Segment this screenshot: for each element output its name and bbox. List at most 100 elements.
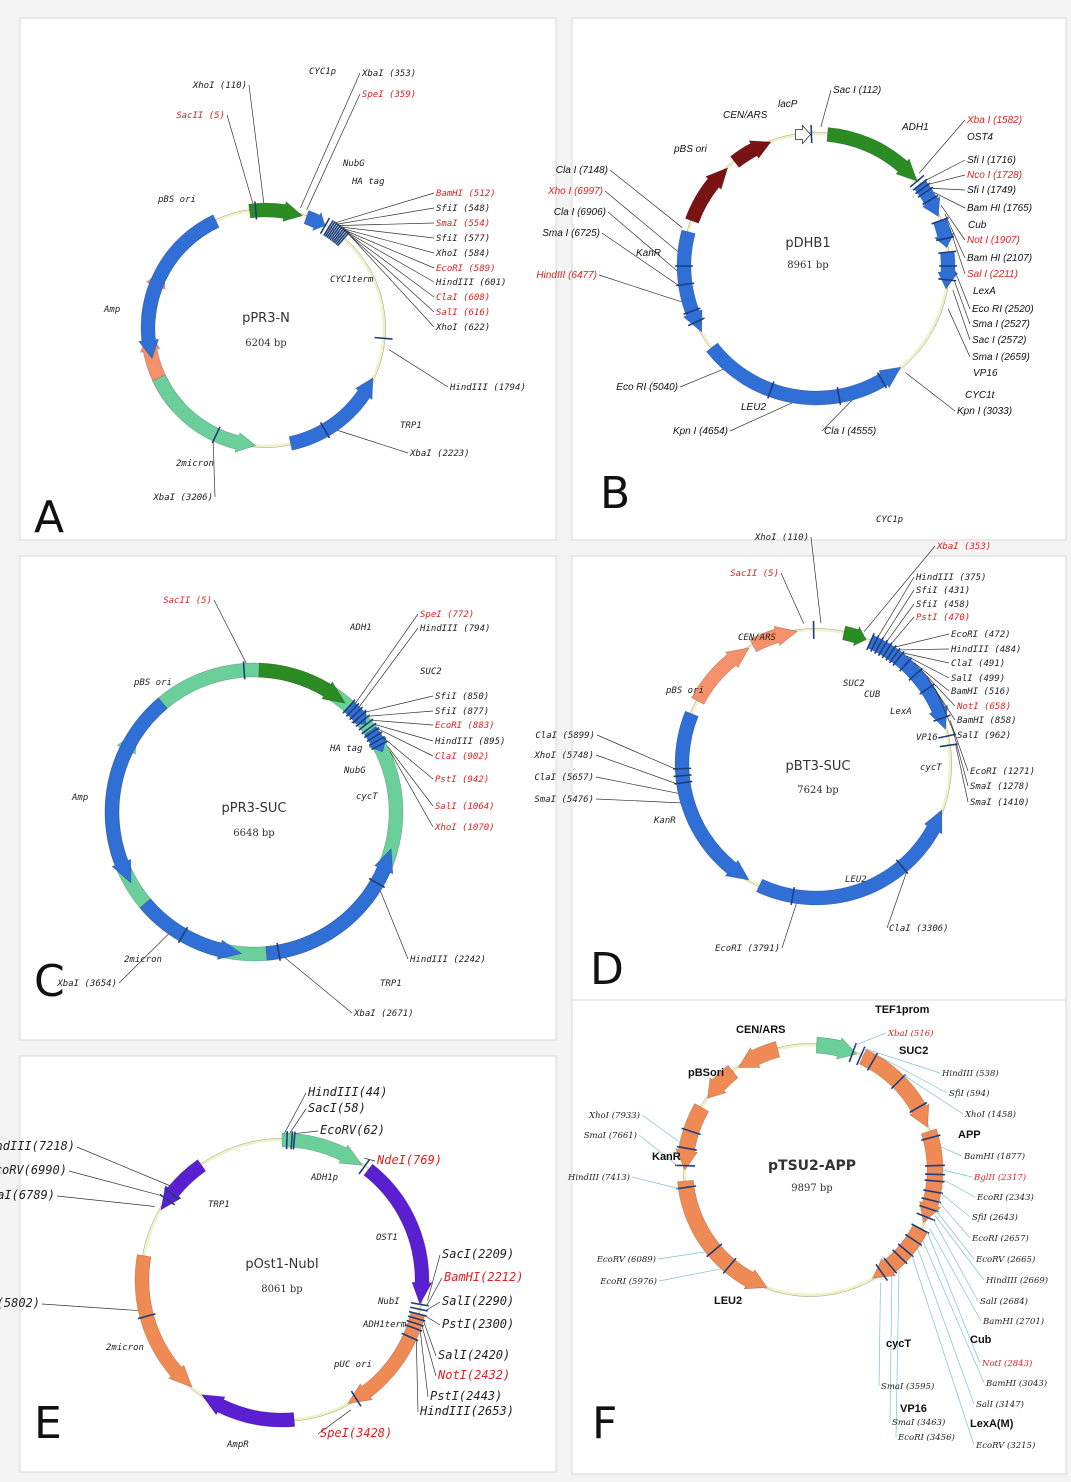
site-leader-line — [917, 1248, 975, 1405]
site-tick — [895, 859, 909, 875]
panel-b: Sac I (112) Xba I (1582) Sfi I (1716) Nco I… — [536, 17, 1067, 541]
site-leader-line — [56, 1195, 155, 1207]
site-tick — [333, 228, 347, 244]
site-leader-line — [876, 1054, 948, 1094]
feature-label-cyc1p: CYC1p — [309, 67, 336, 77]
site-label-sfii-594: SfiI (594) — [949, 1088, 989, 1099]
site-label-kpn-i-3033: Kpn I (3033) — [957, 406, 1012, 417]
panel-letter: D — [590, 944, 624, 995]
site-leader-line — [341, 227, 435, 254]
feature-label-trp1: TRP1 — [380, 979, 402, 989]
site-leader-line — [422, 1320, 437, 1357]
site-leader-line — [601, 232, 679, 286]
site-tick — [324, 221, 336, 238]
site-tick — [938, 278, 957, 282]
site-label-hindiii-601: HindIII (601) — [435, 278, 506, 288]
site-leader-line — [595, 754, 677, 784]
site-leader-line — [382, 737, 434, 780]
site-label-bam-hi-1765: Bam HI (1765) — [967, 203, 1032, 214]
site-label-xhoi-1458: XhoI (1458) — [964, 1109, 1016, 1120]
site-label-not-i-1907: Not I (1907) — [967, 235, 1020, 246]
site-leader-line — [368, 710, 434, 717]
plasmid-name: pPR3-N — [242, 311, 290, 326]
site-label-ecorv-6089: EcoRV (6089) — [596, 1254, 656, 1265]
site-tick — [673, 767, 692, 770]
site-tick — [920, 1134, 941, 1142]
site-tick — [404, 1324, 423, 1332]
site-label-ecorv-6990: EcoRV(6990) — [0, 1163, 67, 1177]
site-label-sfii-458: SfiI (458) — [916, 600, 970, 610]
site-label-hindiii-7218: HindIII(7218) — [0, 1139, 75, 1153]
site-label-xhoi-110: XhoI (110) — [754, 533, 809, 543]
site-leader-line — [355, 613, 419, 704]
site-leader-line — [248, 84, 265, 204]
feature-arrow — [160, 1159, 207, 1211]
site-tick — [329, 224, 342, 241]
site-tick — [885, 645, 897, 661]
feature-label-ost4: OST4 — [967, 132, 994, 143]
site-label-sfi-i-1749: Sfi I (1749) — [967, 185, 1016, 196]
panel-frame — [19, 1055, 557, 1473]
site-tick — [931, 217, 949, 225]
site-label-ecori-3456: EcoRI (3456) — [897, 1432, 955, 1443]
site-label-xbai-3654: XbaI (3654) — [56, 979, 117, 989]
panel-letter: F — [592, 1398, 617, 1449]
site-tick — [904, 1233, 923, 1247]
site-tick — [909, 1101, 928, 1114]
site-tick — [919, 683, 935, 695]
site-label-ecori-1271: EcoRI (1271) — [970, 767, 1035, 777]
site-label-sfii-577: SfiI (577) — [436, 234, 490, 244]
site-tick — [933, 714, 951, 722]
feature-label-cen-ars: CEN/ARS — [738, 633, 777, 643]
site-label-sfii-850: SfiI (850) — [435, 692, 489, 702]
feature-label-pbs-ori: pBS ori — [133, 678, 172, 688]
feature-label-cub: CUB — [864, 690, 881, 700]
site-label-sma-i-6725: Sma I (6725) — [542, 228, 600, 239]
site-leader-line — [781, 903, 797, 949]
feature-label-app: APP — [958, 1129, 981, 1141]
site-tick — [177, 926, 189, 944]
site-label-hindiii-2669: HindIII (2669) — [985, 1275, 1048, 1286]
site-label-spei-772: SpeI (772) — [420, 610, 474, 620]
site-label-xhoi-5748: XhoI (5748) — [533, 751, 594, 761]
site-tick — [332, 227, 345, 243]
site-leader-line — [780, 572, 805, 624]
feature-label-suc2: SUC2 — [899, 1045, 928, 1057]
site-label-clai-608: ClaI (608) — [436, 293, 490, 303]
site-tick — [939, 743, 958, 748]
site-tick — [936, 235, 955, 242]
site-tick — [326, 222, 338, 239]
site-label-ecorv-62: EcoRV(62) — [320, 1123, 385, 1137]
site-label-kpn-i-4654: Kpn I (4654) — [673, 426, 728, 437]
feature-label-2micron: 2micron — [106, 1343, 144, 1353]
site-leader-line — [419, 1330, 429, 1398]
site-leader-line — [889, 1274, 893, 1423]
feature-label-kanr: KanR — [636, 248, 661, 259]
feature-label-suc2: SUC2 — [843, 679, 865, 689]
site-tick — [211, 426, 221, 444]
site-label-ecorv-3215: EcoRV (3215) — [975, 1440, 1035, 1451]
feature-label-amp: Amp — [103, 305, 120, 315]
site-leader-line — [41, 1303, 139, 1311]
site-label-sali-1064: SalI (1064) — [435, 802, 495, 812]
panel-letter: C — [34, 956, 65, 1007]
site-tick — [683, 307, 701, 315]
site-label-ecorv-2665: EcoRV (2665) — [975, 1254, 1035, 1265]
site-leader-line — [289, 1108, 307, 1134]
site-leader-line — [922, 1240, 985, 1384]
site-leader-line — [940, 1146, 963, 1157]
site-leader-line — [810, 536, 822, 624]
site-leader-line — [886, 871, 907, 929]
site-label-ecori-2343: EcoRI (2343) — [976, 1192, 1034, 1203]
site-leader-line — [317, 1409, 352, 1435]
site-tick — [254, 201, 258, 220]
site-label-eco-ri-2520: Eco RI (2520) — [972, 304, 1034, 315]
panel-letter: A — [34, 492, 64, 543]
site-leader-line — [641, 1114, 681, 1143]
feature-label-vp16: VP16 — [900, 1403, 927, 1415]
site-leader-line — [928, 174, 966, 185]
plasmid-name: pDHB1 — [785, 236, 830, 251]
site-tick — [922, 194, 939, 206]
site-tick — [890, 1073, 907, 1090]
site-label-smai-3595: SmaI (3595) — [881, 1381, 934, 1392]
